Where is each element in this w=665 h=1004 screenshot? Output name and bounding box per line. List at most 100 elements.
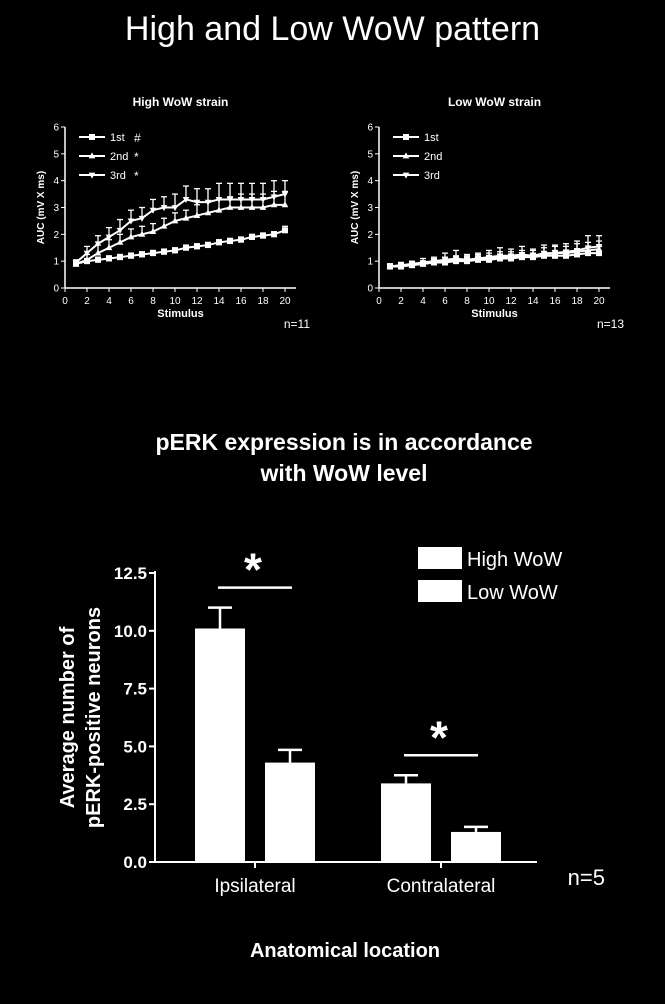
legend-swatch: [418, 580, 462, 602]
data-point-2nd: [204, 209, 212, 216]
data-point-2nd: [138, 230, 146, 237]
y-tick-label: 0: [53, 284, 59, 295]
bar-High WoW-Ipsilateral: [195, 628, 245, 862]
data-point-1st: [117, 254, 123, 261]
data-point-3rd: [270, 194, 278, 201]
data-point-3rd: [182, 197, 190, 204]
data-point-3rd: [116, 227, 124, 234]
data-point-3rd: [259, 197, 267, 204]
legend-marker: [88, 172, 96, 179]
y-tick-label: 3: [53, 203, 59, 214]
y-tick-label: 12.5: [114, 564, 147, 583]
bar-High WoW-Contralateral: [381, 783, 431, 862]
x-tick-label: 10: [483, 296, 495, 307]
data-point-1st: [227, 238, 233, 245]
x-tick-label: 18: [571, 296, 583, 307]
data-point-3rd: [237, 197, 245, 204]
y-axis-label: AUC (mV X ms): [350, 171, 361, 244]
data-point-1st: [205, 242, 211, 249]
y-tick-label: 0.0: [123, 853, 147, 872]
data-point-3rd: [430, 258, 438, 265]
data-point-2nd: [83, 256, 91, 263]
x-tick-label: 16: [549, 296, 561, 307]
data-point-3rd: [127, 218, 135, 225]
x-tick-label: Contralateral: [387, 876, 496, 897]
data-point-3rd: [474, 256, 482, 263]
page-title: High and Low WoW pattern: [124, 10, 541, 48]
x-tick-label: 20: [593, 296, 605, 307]
y-tick-label: 0: [367, 284, 373, 295]
legend-label: 1st: [110, 132, 125, 144]
legend-label: 1st: [424, 132, 439, 144]
data-point-3rd: [540, 250, 548, 257]
data-point-3rd: [529, 253, 537, 260]
y-axis-label: AUC (mV X ms): [36, 171, 47, 244]
sample-size-label: n=13: [597, 317, 624, 331]
data-point-1st: [216, 239, 222, 246]
legend-label: 3rd: [424, 170, 440, 182]
data-point-2nd: [215, 206, 223, 213]
y-tick-label: 6: [367, 123, 373, 134]
x-tick-label: 0: [376, 296, 382, 307]
y-axis-label-line2: pERK-positive neurons: [83, 607, 105, 828]
y-tick-label: 5.0: [123, 737, 147, 756]
series-line-3rd: [75, 193, 286, 264]
y-tick-label: 7.5: [123, 680, 147, 699]
y-tick-label: 3: [367, 203, 373, 214]
data-point-1st: [161, 248, 167, 255]
data-point-3rd: [215, 197, 223, 204]
legend-swatch: [418, 547, 462, 569]
data-point-3rd: [452, 256, 460, 263]
x-tick-label: 4: [420, 296, 426, 307]
data-point-1st: [238, 236, 244, 243]
y-tick-label: 10.0: [114, 622, 147, 641]
legend-label: High WoW: [467, 549, 562, 571]
x-tick-label: 6: [128, 296, 134, 307]
data-point-3rd: [386, 264, 394, 271]
legend-label: 2nd: [424, 151, 442, 163]
data-point-1st: [150, 250, 156, 257]
chart-title: Low WoW strain: [448, 95, 541, 109]
y-axis-label-line1: Average number of: [57, 626, 79, 808]
data-point-3rd: [562, 249, 570, 256]
x-tick-label: 0: [62, 296, 68, 307]
x-tick-label: 14: [527, 296, 539, 307]
y-tick-label: 5: [367, 149, 373, 160]
data-point-3rd: [485, 254, 493, 261]
significance-star: *: [244, 544, 262, 596]
data-point-3rd: [94, 241, 102, 248]
data-point-3rd: [551, 250, 559, 257]
data-point-3rd: [171, 205, 179, 212]
data-point-3rd: [397, 262, 405, 269]
data-point-1st: [282, 227, 288, 234]
data-point-1st: [106, 255, 112, 262]
data-point-2nd: [149, 228, 157, 235]
x-tick-label: 20: [279, 296, 291, 307]
data-point-3rd: [496, 253, 504, 260]
data-point-2nd: [248, 203, 256, 210]
y-tick-label: 2.5: [123, 795, 147, 814]
x-tick-label: 6: [442, 296, 448, 307]
legend-label: 3rd: [110, 170, 126, 182]
x-tick-label: 14: [213, 296, 225, 307]
data-point-3rd: [584, 245, 592, 252]
x-tick-label: 2: [398, 296, 404, 307]
data-point-3rd: [105, 234, 113, 241]
data-point-3rd: [441, 257, 449, 264]
data-point-3rd: [72, 260, 80, 267]
y-tick-label: 5: [53, 149, 59, 160]
section-title-line1: pERK expression is in accordance: [155, 429, 532, 455]
data-point-2nd: [259, 203, 267, 210]
y-tick-label: 4: [53, 176, 59, 187]
data-point-2nd: [160, 222, 168, 229]
data-point-3rd: [463, 257, 471, 264]
data-point-1st: [260, 232, 266, 239]
data-point-1st: [172, 247, 178, 254]
data-point-3rd: [408, 261, 416, 268]
data-point-3rd: [419, 260, 427, 267]
data-point-2nd: [270, 201, 278, 208]
significance-marker: #: [134, 131, 141, 145]
data-point-1st: [95, 256, 101, 263]
